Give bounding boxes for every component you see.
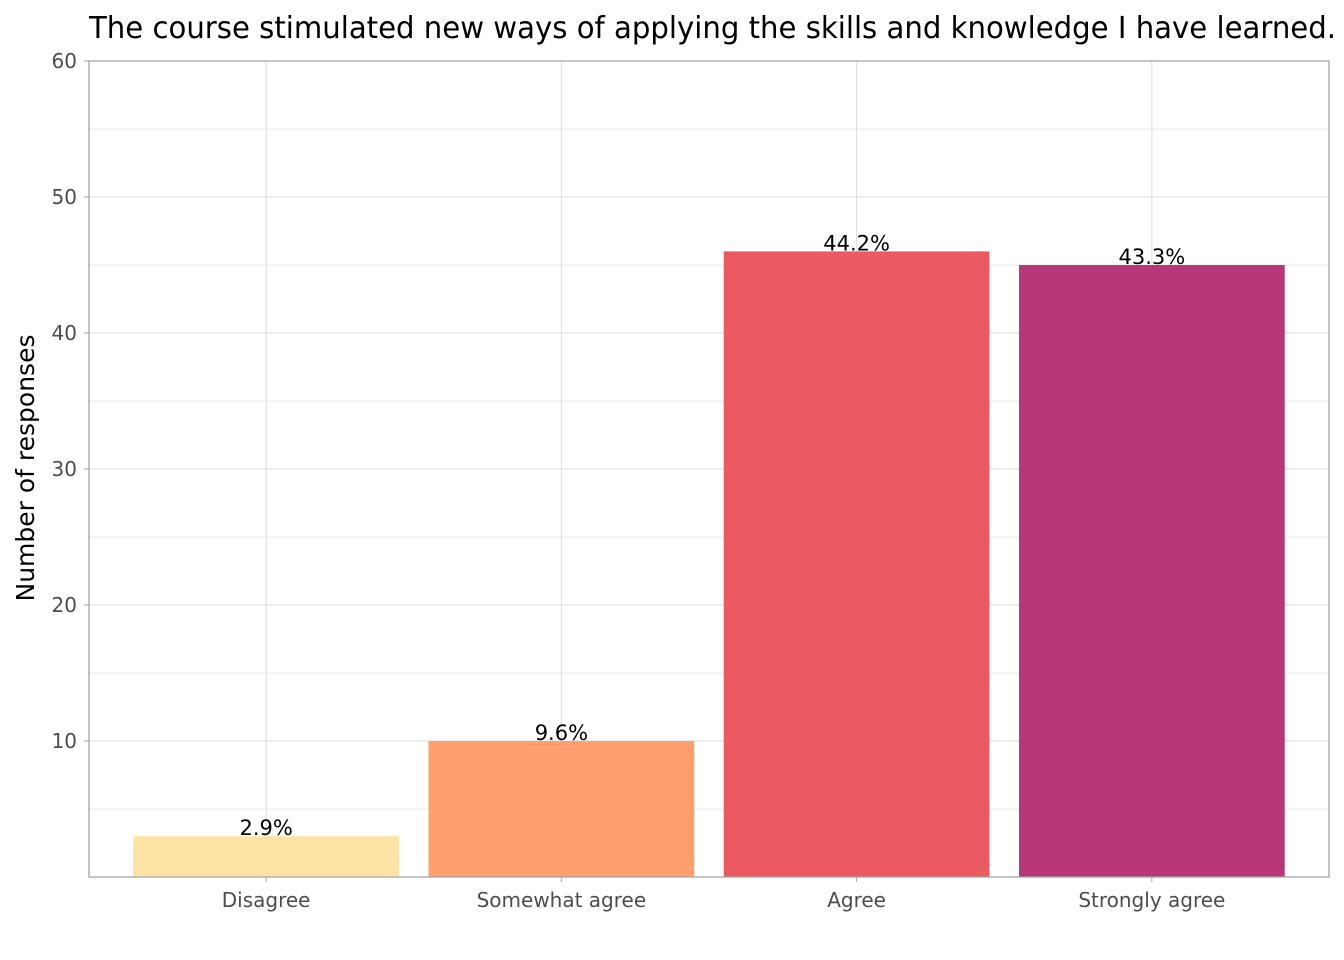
y-tick-label: 30 bbox=[52, 457, 77, 481]
x-axis-ticks: Disagree Somewhat agree Agree Strongly agre… bbox=[222, 877, 1225, 912]
chart-title: The course stimulated new ways of applyi… bbox=[88, 11, 1336, 46]
data-label: 44.2% bbox=[823, 231, 890, 255]
x-tick-label: Agree bbox=[827, 888, 886, 912]
bar-somewhat-agree bbox=[428, 741, 695, 877]
y-tick-label: 10 bbox=[52, 729, 77, 753]
data-labels: 2.9% 9.6% 44.2% 43.3% bbox=[239, 231, 1185, 840]
x-tick-label: Strongly agree bbox=[1078, 888, 1225, 912]
data-label: 2.9% bbox=[239, 816, 292, 840]
y-axis-label: Number of responses bbox=[11, 335, 40, 602]
bars bbox=[133, 251, 1285, 877]
y-tick-label: 50 bbox=[52, 185, 77, 209]
bar-strongly-agree bbox=[1019, 265, 1285, 877]
y-axis-ticks: 10 20 30 40 50 60 bbox=[52, 49, 89, 753]
data-label: 43.3% bbox=[1118, 245, 1185, 269]
y-tick-label: 40 bbox=[52, 321, 77, 345]
bar-agree bbox=[723, 251, 990, 877]
y-tick-label: 20 bbox=[52, 593, 77, 617]
x-tick-label: Disagree bbox=[222, 888, 311, 912]
y-tick-label: 60 bbox=[52, 49, 77, 73]
x-tick-label: Somewhat agree bbox=[477, 888, 647, 912]
bar-disagree bbox=[133, 836, 400, 877]
data-label: 9.6% bbox=[535, 721, 588, 745]
